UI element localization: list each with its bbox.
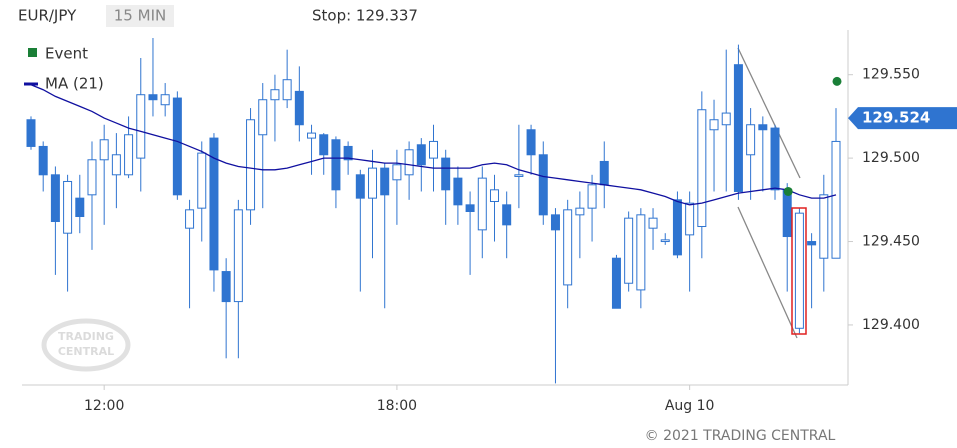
watermark-text: CENTRAL xyxy=(58,345,114,358)
x-tick-label: Aug 10 xyxy=(665,398,715,414)
candle-body xyxy=(197,152,207,209)
candle-body xyxy=(319,134,329,156)
candle-body xyxy=(819,194,829,259)
candle-body xyxy=(782,189,792,238)
candle-body xyxy=(209,137,219,271)
candle-body xyxy=(599,160,609,186)
candle-body xyxy=(746,124,756,156)
candle-body xyxy=(502,204,512,226)
candle-body xyxy=(477,177,487,231)
candle-body xyxy=(172,97,182,196)
candle-body xyxy=(636,214,646,291)
candle-body xyxy=(587,184,597,209)
legend-label: MA (21) xyxy=(45,75,104,93)
candle-body xyxy=(550,214,560,231)
candle-body xyxy=(831,140,841,259)
candle-body xyxy=(136,94,146,159)
candle-body xyxy=(514,174,524,177)
last-price-label: 129.524 xyxy=(862,109,930,127)
stop-label: Stop: 129.337 xyxy=(312,7,418,25)
candle-body xyxy=(404,149,414,176)
candle-body xyxy=(63,180,73,234)
candle-body xyxy=(648,217,658,229)
candle-body xyxy=(331,139,341,191)
candle-body xyxy=(282,79,292,101)
candle-body xyxy=(465,204,475,212)
candle-body xyxy=(575,207,585,216)
y-tick-label: 129.400 xyxy=(862,317,920,333)
candle-body xyxy=(392,164,402,181)
candle-body xyxy=(270,89,280,101)
y-tick-label: 129.450 xyxy=(862,234,920,250)
candle-body xyxy=(124,134,134,176)
watermark-text: TRADING xyxy=(58,330,114,343)
trend-line xyxy=(737,47,801,179)
candle-body xyxy=(624,217,634,284)
candle-body xyxy=(697,109,707,228)
candle-body xyxy=(429,140,438,159)
candle-body xyxy=(758,124,768,131)
candle-body xyxy=(563,209,573,286)
candle-body xyxy=(685,202,695,236)
candle-body xyxy=(99,139,109,161)
candle-body xyxy=(709,119,719,131)
candle-body xyxy=(672,199,682,256)
candle-body xyxy=(770,127,780,191)
candle-body xyxy=(441,157,451,191)
candle-body xyxy=(26,119,36,147)
candle-body xyxy=(526,129,536,156)
candle-body xyxy=(75,197,85,218)
candle-body xyxy=(660,239,670,243)
last-price-tag xyxy=(848,107,957,130)
candle-body xyxy=(343,145,353,161)
copyright: © 2021 TRADING CENTRAL xyxy=(645,428,836,444)
symbol: EUR/JPY xyxy=(18,7,77,25)
candle-body xyxy=(733,64,743,192)
x-tick-label: 18:00 xyxy=(377,398,417,414)
candle-body xyxy=(185,209,195,229)
candle-body xyxy=(111,154,121,176)
candle-body xyxy=(87,159,97,196)
event-dot xyxy=(783,186,793,196)
legend-swatch xyxy=(28,48,37,57)
trend-line xyxy=(737,206,798,339)
candle-body xyxy=(294,90,304,126)
candle-body xyxy=(38,145,48,176)
candle-body xyxy=(148,94,158,101)
x-tick-label: 12:00 xyxy=(84,398,124,414)
candle-body xyxy=(368,167,378,199)
candle-body xyxy=(160,94,170,106)
candle-body xyxy=(721,112,731,126)
candle-body xyxy=(50,174,60,223)
interval[interactable]: 15 MIN xyxy=(114,7,166,25)
watermark: TRADING CENTRAL xyxy=(41,318,131,372)
interval-box[interactable] xyxy=(106,5,174,27)
event-dot xyxy=(832,76,842,86)
candle-body xyxy=(416,144,426,166)
candle-body xyxy=(453,177,463,206)
ma-line xyxy=(30,84,837,206)
y-tick-label: 129.550 xyxy=(862,67,920,83)
candle-body xyxy=(794,212,804,329)
candle-body xyxy=(380,167,390,196)
highlight-box xyxy=(791,207,807,335)
candle-body xyxy=(233,209,243,303)
legend-label: Event xyxy=(45,45,88,63)
candle-body xyxy=(246,119,256,211)
candle-body xyxy=(258,99,268,136)
candle-body xyxy=(355,174,365,199)
candle-body xyxy=(538,154,548,216)
candle-body xyxy=(307,132,317,139)
y-tick-label: 129.500 xyxy=(862,150,920,166)
candle-body xyxy=(489,189,499,202)
candle-body xyxy=(807,241,817,246)
candle-body xyxy=(221,271,231,303)
candle-body xyxy=(611,257,621,309)
